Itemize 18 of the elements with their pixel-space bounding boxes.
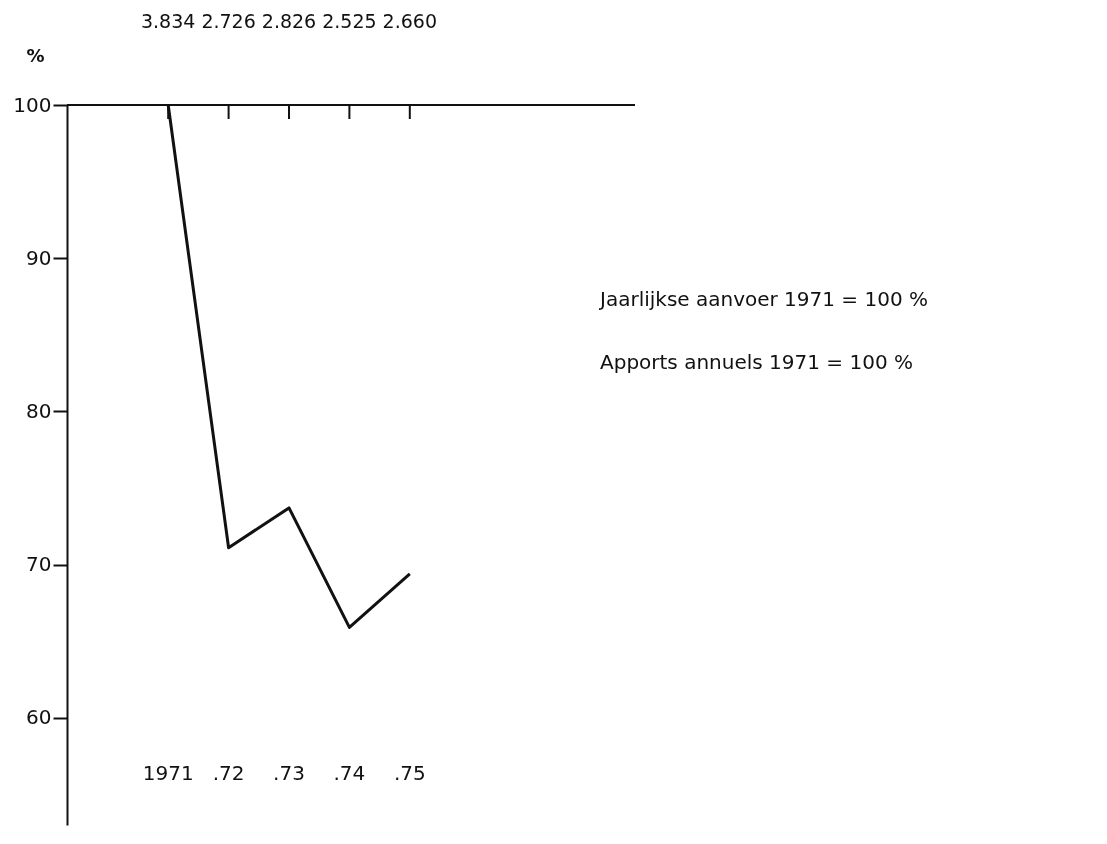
x-tick-label: .73 xyxy=(273,760,305,785)
x-tick-label: .72 xyxy=(212,760,245,785)
text: 2.525 xyxy=(322,10,377,32)
y-axis-title: % xyxy=(26,44,45,66)
x-tick-label: .75 xyxy=(393,760,426,785)
y-tick-label: 80 xyxy=(26,398,52,423)
y-tick-label: 100 xyxy=(13,92,52,117)
x-tick-label: .74 xyxy=(333,760,366,785)
text: 2.726 xyxy=(201,10,256,32)
text: 2.660 xyxy=(382,10,437,32)
text: 2.826 xyxy=(261,10,317,32)
text: 3.834 xyxy=(141,10,196,32)
y-tick-label: 90 xyxy=(26,245,52,270)
text: Apports annuels 1971 = 100 % xyxy=(600,350,913,374)
x-tick-label: 1971 xyxy=(142,760,194,785)
y-tick-label: 60 xyxy=(26,705,52,730)
y-tick-label: 70 xyxy=(26,552,52,577)
text: Jaarlijkse aanvoer 1971 = 100 % xyxy=(598,287,929,311)
